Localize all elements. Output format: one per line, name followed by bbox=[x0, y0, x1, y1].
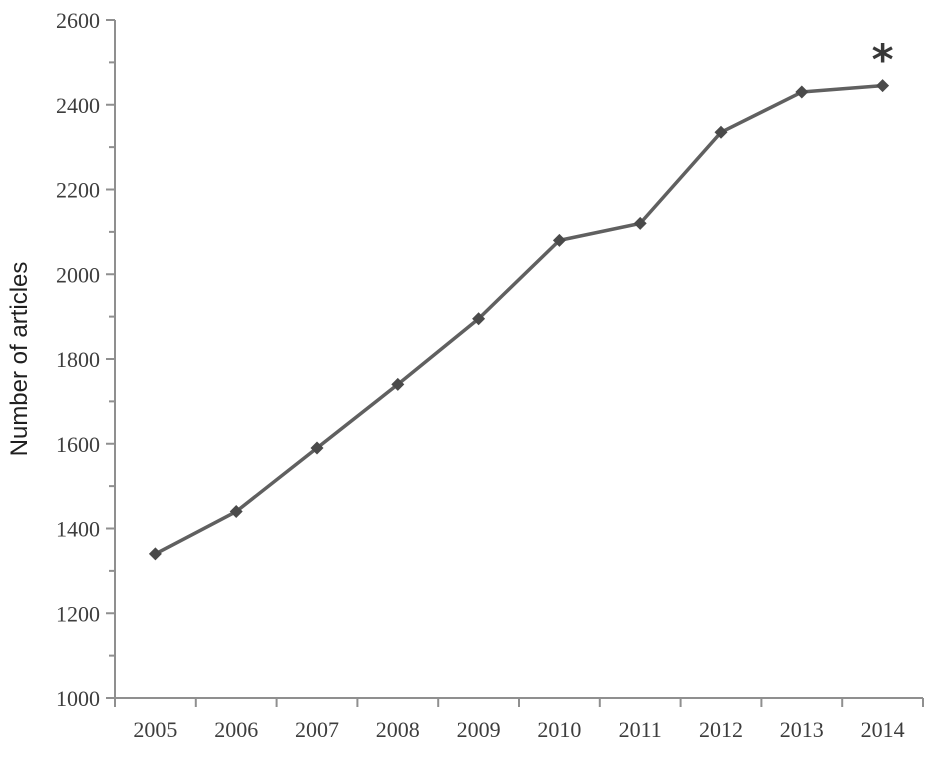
x-tick-label: 2013 bbox=[780, 717, 824, 742]
y-tick-label: 1600 bbox=[56, 432, 100, 457]
data-point-2008 bbox=[391, 377, 405, 391]
x-tick-label: 2010 bbox=[537, 717, 581, 742]
y-tick-label: 2200 bbox=[56, 178, 100, 203]
data-line bbox=[153, 83, 885, 556]
data-point-2005 bbox=[148, 547, 162, 561]
y-axis: 1000 1200 1400 1600 1800 2000 2200 2400 2600 bbox=[56, 8, 115, 711]
y-tick-label: 1400 bbox=[56, 517, 100, 542]
data-point-2007 bbox=[310, 441, 324, 455]
y-tick-label: 2400 bbox=[56, 93, 100, 118]
y-tick-label: 2600 bbox=[56, 8, 100, 33]
significance-asterisk: * bbox=[872, 35, 894, 84]
data-point-2006 bbox=[229, 505, 243, 519]
x-tick-label: 2009 bbox=[457, 717, 501, 742]
y-tick-label: 2000 bbox=[56, 262, 100, 287]
x-tick-label: 2006 bbox=[214, 717, 258, 742]
y-tick-label: 1000 bbox=[56, 686, 100, 711]
x-tick-label: 2005 bbox=[133, 717, 177, 742]
y-tick-label: 1200 bbox=[56, 601, 100, 626]
data-point-2013 bbox=[795, 85, 809, 99]
x-tick-label: 2007 bbox=[295, 717, 339, 742]
x-tick-label: 2012 bbox=[699, 717, 743, 742]
x-tick-label: 2014 bbox=[861, 717, 905, 742]
y-axis-title: Number of articles bbox=[6, 262, 33, 457]
data-markers bbox=[148, 79, 890, 561]
x-tick-label: 2008 bbox=[376, 717, 420, 742]
y-tick-label: 1800 bbox=[56, 347, 100, 372]
data-point-2010 bbox=[552, 233, 566, 247]
plot-area: 1000 1200 1400 1600 1800 2000 2200 2400 2600 2005… bbox=[56, 8, 924, 742]
data-point-2012 bbox=[714, 125, 728, 139]
x-axis: 2005 2006 2007 2008 2009 2010 2011 2012 2013 2014 bbox=[114, 698, 924, 742]
data-point-2009 bbox=[472, 312, 486, 326]
x-tick-label: 2011 bbox=[619, 717, 662, 742]
data-point-2011 bbox=[633, 216, 647, 230]
data-point-2014 bbox=[876, 79, 890, 93]
